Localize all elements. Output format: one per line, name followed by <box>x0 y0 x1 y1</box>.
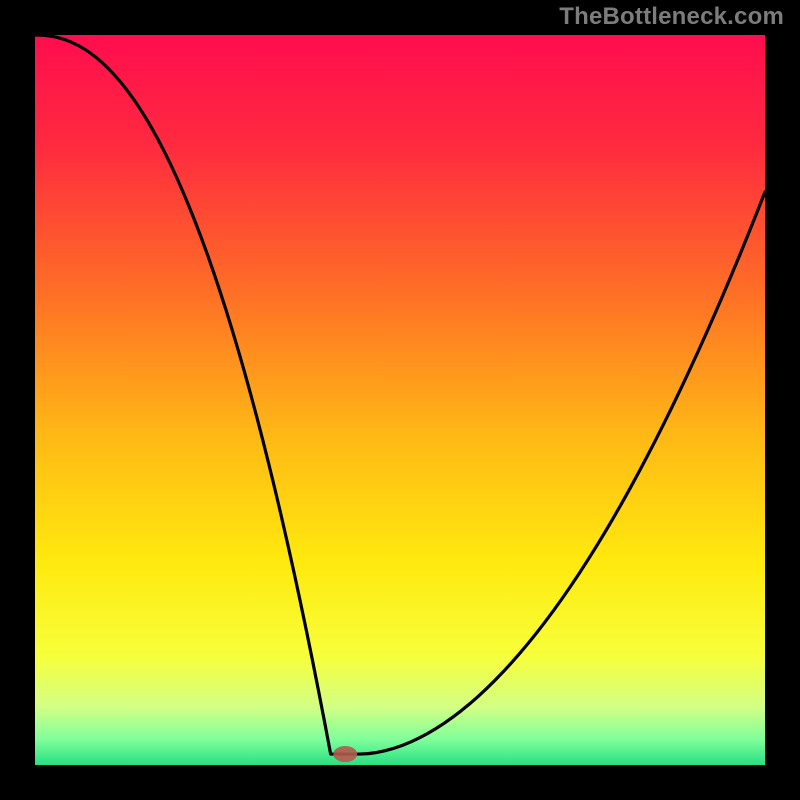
watermark-text: TheBottleneck.com <box>559 3 784 31</box>
plot-area <box>35 35 765 765</box>
optimal-point-marker <box>333 746 357 762</box>
bottleneck-chart <box>0 0 800 800</box>
